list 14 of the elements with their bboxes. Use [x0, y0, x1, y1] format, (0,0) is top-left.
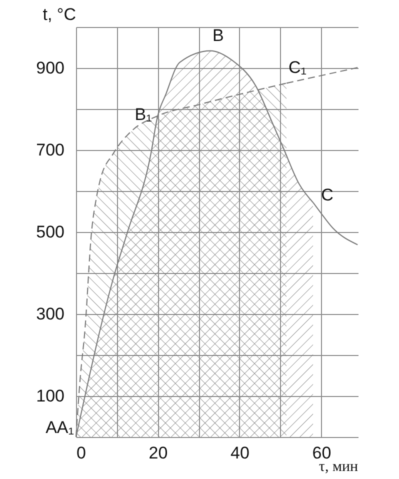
annotation: AA₁ — [46, 418, 74, 437]
x-tick-label: 40 — [230, 444, 250, 462]
y-axis-title: t, °C — [42, 5, 76, 24]
x-tick-label: 0 — [76, 444, 86, 462]
y-tick-label: 500 — [36, 222, 64, 242]
annotation: C — [321, 186, 334, 205]
y-tick-label: 100 — [36, 386, 64, 406]
annotation: B₁ — [134, 104, 152, 124]
annotation: B — [212, 26, 224, 45]
y-tick-label: 700 — [36, 140, 64, 160]
y-tick-label: 300 — [36, 304, 64, 324]
annotation: C₁ — [288, 58, 307, 78]
x-tick-label: 20 — [148, 444, 168, 462]
y-tick-label: 900 — [36, 58, 64, 78]
